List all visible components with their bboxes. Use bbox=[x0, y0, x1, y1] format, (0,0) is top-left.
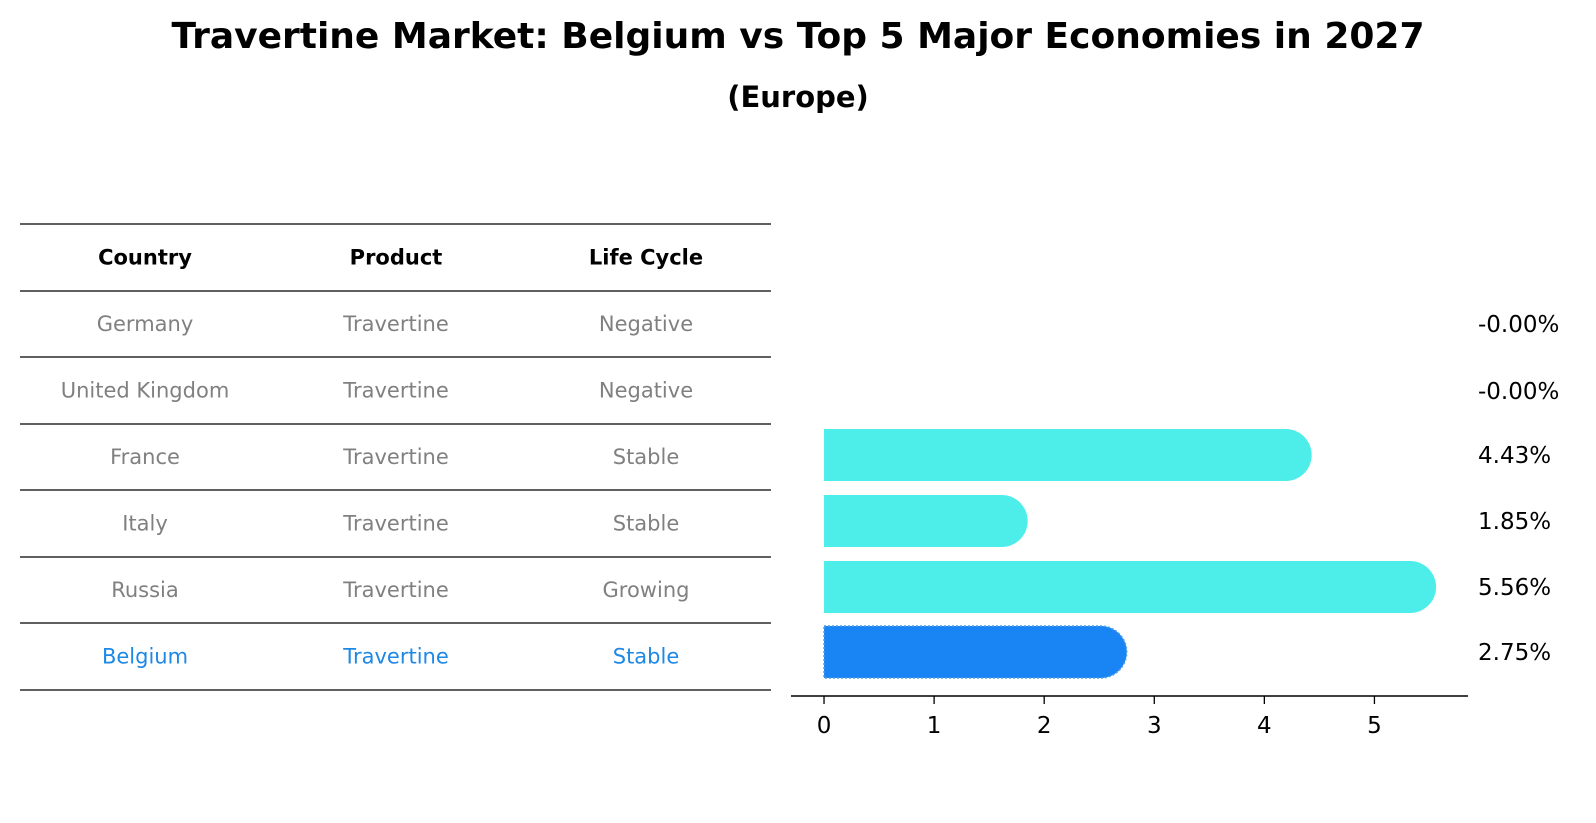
table-cell-life-cycle: Stable bbox=[613, 645, 680, 669]
x-tick-label: 5 bbox=[1367, 713, 1382, 739]
table-cell-country: Italy bbox=[122, 512, 168, 536]
table-cell-product: Travertine bbox=[342, 645, 449, 669]
table-cell-product: Travertine bbox=[342, 445, 449, 469]
bar-value-label: 5.56% bbox=[1478, 575, 1551, 601]
table-cell-product: Travertine bbox=[342, 312, 449, 336]
table-cell-country: Germany bbox=[97, 312, 194, 336]
bar-value-label: 4.43% bbox=[1478, 443, 1551, 469]
table-header-life-cycle: Life Cycle bbox=[589, 246, 703, 270]
table-cell-life-cycle: Stable bbox=[613, 512, 680, 536]
chart-subtitle: (Europe) bbox=[727, 80, 869, 114]
table-cell-country: France bbox=[110, 445, 180, 469]
table-cell-life-cycle: Negative bbox=[599, 312, 693, 336]
table-cell-product: Travertine bbox=[342, 512, 449, 536]
chart-title: Travertine Market: Belgium vs Top 5 Majo… bbox=[171, 16, 1425, 57]
table-header-product: Product bbox=[350, 246, 443, 270]
table-header-country: Country bbox=[98, 246, 192, 270]
table-cell-product: Travertine bbox=[342, 578, 449, 602]
table-cell-product: Travertine bbox=[342, 379, 449, 403]
bar-france bbox=[824, 429, 1312, 481]
x-tick-label: 0 bbox=[817, 713, 832, 739]
bar-russia bbox=[824, 561, 1437, 613]
table-cell-country: Russia bbox=[111, 578, 179, 602]
x-tick-label: 1 bbox=[927, 713, 942, 739]
table-cell-country: Belgium bbox=[102, 645, 188, 669]
bar-italy bbox=[824, 495, 1028, 547]
data-table: Country Product Life Cycle Germany Travertin… bbox=[20, 223, 771, 691]
bar-value-label: 2.75% bbox=[1478, 640, 1551, 666]
table-cell-life-cycle: Growing bbox=[603, 578, 690, 602]
table-cell-life-cycle: Stable bbox=[613, 445, 680, 469]
bar-value-label: -0.00% bbox=[1478, 379, 1559, 405]
table-cell-life-cycle: Negative bbox=[599, 379, 693, 403]
bar-chart: -0.00% -0.00% 4.43% 1.85% 5.56% 2.75% 0 1 2 3 4 5 bbox=[791, 312, 1559, 739]
x-tick-label: 4 bbox=[1257, 713, 1272, 739]
bar-belgium bbox=[823, 625, 1128, 679]
table-cell-country: United Kingdom bbox=[61, 379, 230, 403]
x-tick-label: 3 bbox=[1147, 713, 1162, 739]
bar-value-label: 1.85% bbox=[1478, 509, 1551, 535]
bar-value-label: -0.00% bbox=[1478, 312, 1559, 338]
x-tick-label: 2 bbox=[1037, 713, 1052, 739]
